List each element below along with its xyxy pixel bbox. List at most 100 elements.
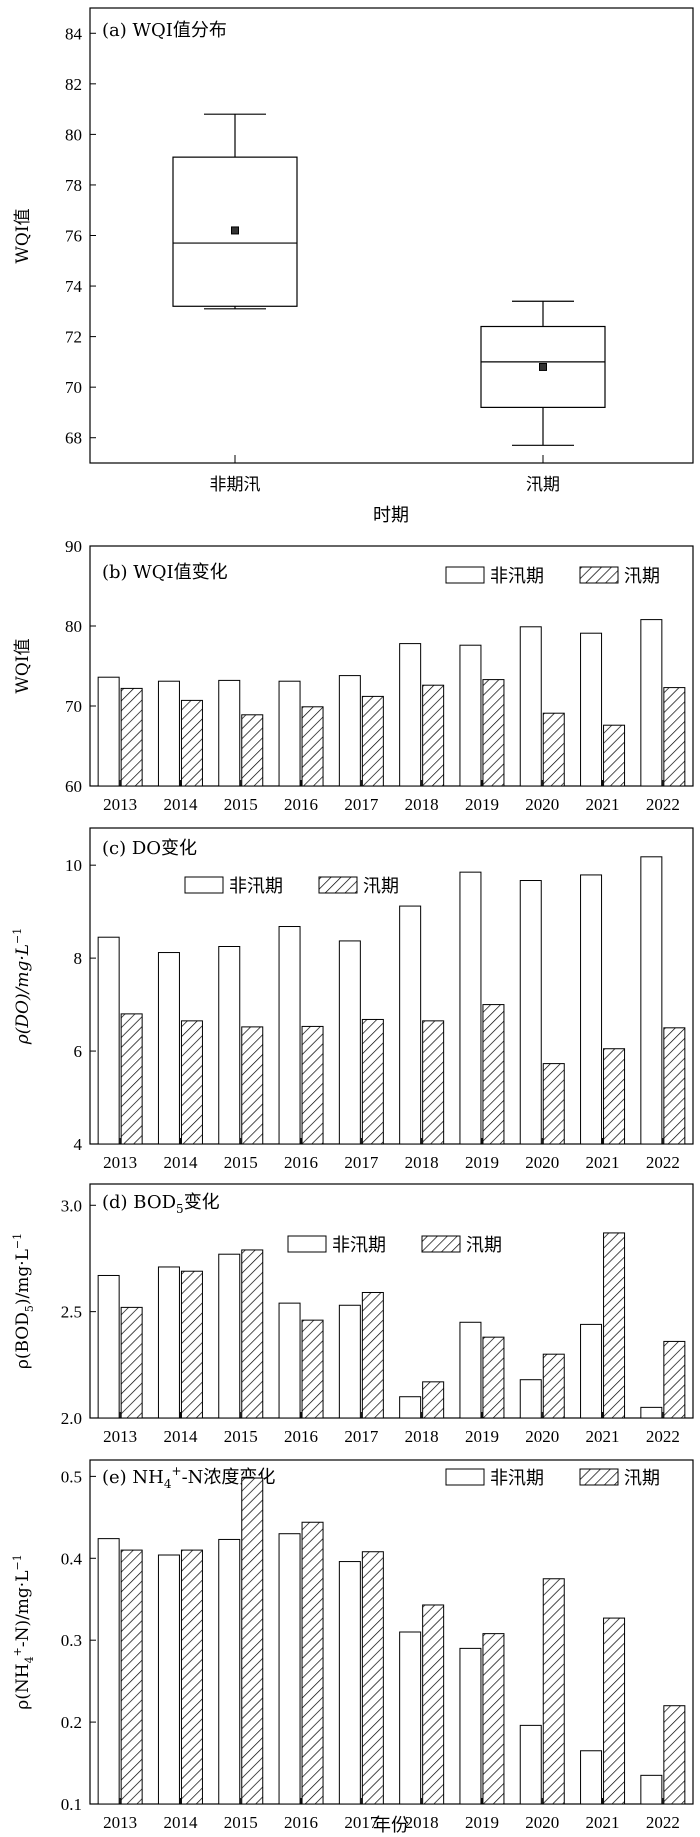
panel-a-ytick-label-2: 72 — [65, 328, 82, 347]
panel-b-bar-flood-2015 — [241, 714, 264, 787]
panel-d-bar-flood-2017 — [361, 1291, 384, 1419]
panel-c-bar-nonflood-2016 — [278, 926, 301, 1145]
panel-a-ytick-label-3: 74 — [65, 277, 83, 296]
panel-c-xtick-label-2: 2015 — [224, 1153, 258, 1172]
panel-d-ylabel-sup: −1 — [11, 1233, 24, 1249]
panel-c-bar-nonflood-2019 — [459, 871, 482, 1145]
panel-a-xlabel: 时期 — [373, 505, 409, 526]
panel-e-legend-flood: 汛期 — [624, 1468, 660, 1489]
panel-d-bar-flood-2013 — [120, 1306, 143, 1419]
panel-b-legend-nonflood: 非汛期 — [490, 566, 544, 587]
panel-b-ytick-label-0: 60 — [65, 777, 82, 796]
figure-xlabel-year: 年份 — [373, 1815, 409, 1836]
panel-c-bar-nonflood-2017 — [338, 940, 361, 1145]
panel-d-ylabel-base: ρ(BOD — [13, 1312, 33, 1369]
panel-c-xtick-label-4: 2017 — [344, 1153, 379, 1172]
panel-b-bar-flood-2014 — [180, 699, 203, 787]
panel-e-ylabel-tail: -N)/mg·L — [13, 1570, 33, 1647]
panel-b-bar-nonflood-2016 — [278, 680, 301, 787]
panel-d-ytick-label-0: 2.0 — [61, 1409, 82, 1428]
panel-e-bar-nonflood-2015 — [218, 1538, 241, 1805]
panel-b-bar-nonflood-2019 — [459, 644, 482, 787]
panel-d-bar-flood-2015 — [241, 1249, 264, 1419]
panel-d-title-base: (d) BOD — [102, 1192, 176, 1213]
panel-e-bar-nonflood-2016 — [278, 1533, 301, 1805]
panel-c-frame — [89, 827, 694, 1145]
panel-e-legend-swatch-nonflood — [445, 1468, 485, 1486]
panel-c-bar-flood-2019 — [482, 1004, 505, 1145]
panel-c-bar-flood-2017 — [361, 1018, 384, 1145]
panel-e-xtick-label-4: 2017 — [344, 1813, 379, 1832]
panel-e-bar-flood-2022 — [663, 1705, 686, 1805]
panel-e-bar-nonflood-2013 — [97, 1538, 120, 1805]
panel-d-xtick-label-6: 2019 — [465, 1427, 499, 1446]
panel-e-bar-nonflood-2021 — [580, 1750, 603, 1805]
panel-b-xtick-label-6: 2019 — [465, 795, 499, 814]
panel-c-xtick-label-8: 2021 — [586, 1153, 620, 1172]
panel-e-ytick-label-2: 0.3 — [61, 1631, 82, 1650]
panel-b-ytick-label-2: 80 — [65, 617, 82, 636]
panel-a-ytick-label-4: 76 — [65, 227, 82, 246]
panel-d-bar-nonflood-2015 — [218, 1253, 241, 1419]
panel-e-ytick-label-0: 0.1 — [61, 1795, 82, 1814]
panel-c-bar-flood-2022 — [663, 1027, 686, 1145]
panel-d-xtick-label-0: 2013 — [103, 1427, 137, 1446]
panel-c-ytick-label-0: 4 — [74, 1135, 83, 1154]
panel-c-legend-swatch-flood — [318, 876, 358, 894]
panel-d-bar-flood-2016 — [301, 1319, 324, 1419]
panel-c-bar-flood-2015 — [241, 1026, 264, 1145]
panel-d-bar-flood-2022 — [663, 1340, 686, 1419]
panel-d-bar-flood-2021 — [603, 1232, 626, 1419]
panel-b-bar-flood-2018 — [422, 684, 445, 787]
panel-d-legend-swatch-flood — [421, 1235, 461, 1253]
panel-a-xtick-label-0: 非期汛 — [210, 475, 261, 494]
panel-c-bar-nonflood-2013 — [97, 936, 120, 1145]
panel-e-legend-swatch-flood — [579, 1468, 619, 1486]
panel-e-bar-flood-2013 — [120, 1549, 143, 1805]
panel-b-xtick-label-5: 2018 — [405, 795, 439, 814]
panel-d-xtick-label-2: 2015 — [224, 1427, 258, 1446]
panel-c-bar-flood-2020 — [542, 1063, 565, 1145]
panel-d-ylabel-tail: )/mg·L — [13, 1249, 33, 1305]
panel-b-xtick-label-7: 2020 — [525, 795, 559, 814]
panel-e-ytick-label-4: 0.5 — [61, 1467, 82, 1486]
box-0-mean-marker — [231, 226, 239, 235]
panel-b-bar-nonflood-2014 — [157, 680, 180, 787]
panel-e-bar-flood-2015 — [241, 1477, 264, 1805]
panel-b-bar-flood-2013 — [120, 687, 143, 787]
panel-e-xtick-label-7: 2020 — [525, 1813, 559, 1832]
panel-e-ytick-label-3: 0.4 — [61, 1549, 83, 1568]
panel-b-legend-swatch-nonflood — [445, 566, 485, 584]
panel-a-ytick-label-7: 82 — [65, 75, 82, 94]
panel-e-title-base: (e) NH — [102, 1467, 164, 1488]
panel-c-title: (c) DO变化 — [102, 838, 197, 859]
panel-d-xtick-label-9: 2022 — [646, 1427, 680, 1446]
panel-b-ytick-label-3: 90 — [65, 537, 82, 556]
panel-a-ylabel: WQI值 — [13, 208, 33, 263]
panel-c-xtick-label-1: 2014 — [163, 1153, 198, 1172]
panel-c-bar-nonflood-2015 — [218, 946, 241, 1145]
panel-c-ytick-label-2: 8 — [74, 949, 83, 968]
panel-b-bar-flood-2022 — [663, 687, 686, 787]
panel-d-ylabel-sub: 5 — [23, 1305, 36, 1312]
panel-d-bar-nonflood-2022 — [640, 1406, 663, 1419]
panel-d-ytick-label-1: 2.5 — [61, 1303, 82, 1322]
panel-b-bar-flood-2016 — [301, 706, 324, 787]
panel-b-bar-nonflood-2022 — [640, 619, 663, 787]
panel-d-bar-nonflood-2018 — [399, 1396, 422, 1419]
panel-b-bar-nonflood-2018 — [399, 643, 422, 787]
panel-e-frame — [89, 1459, 694, 1805]
panel-e-bar-flood-2017 — [361, 1551, 384, 1805]
box-1-mean-marker — [539, 362, 547, 371]
panel-b-xtick-label-0: 2013 — [103, 795, 137, 814]
panel-b-title: (b) WQI值变化 — [102, 562, 228, 583]
panel-b-bar-nonflood-2020 — [519, 626, 542, 787]
panel-c-ytick-label-3: 10 — [65, 856, 82, 875]
panel-b-ylabel: WQI值 — [13, 638, 33, 693]
panel-a-ytick-label-6: 80 — [65, 125, 82, 144]
panel-d-xtick-label-1: 2014 — [163, 1427, 198, 1446]
panel-c-xtick-label-9: 2022 — [646, 1153, 680, 1172]
panel-e-bar-flood-2018 — [422, 1604, 445, 1805]
